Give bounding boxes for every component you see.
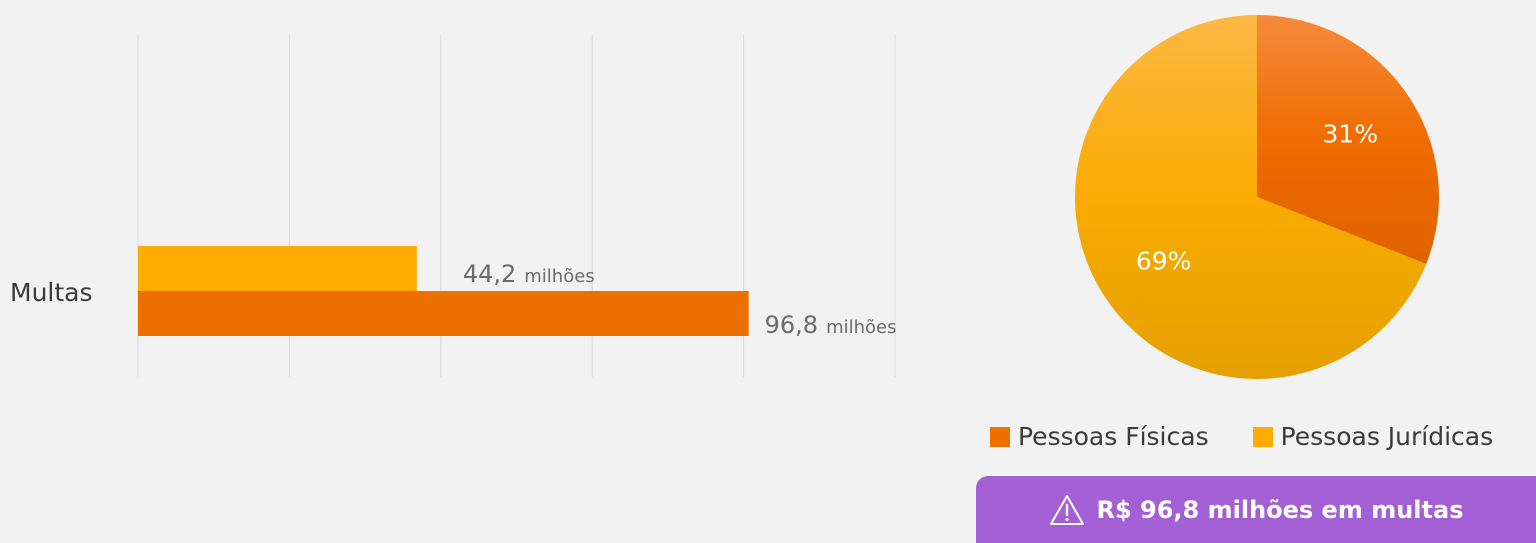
legend-label-pessoas-fisicas: Pessoas Físicas <box>1018 422 1209 451</box>
legend-item-pessoas-fisicas: Pessoas Físicas <box>990 422 1209 451</box>
pie-slices <box>1075 15 1439 380</box>
legend-item-pessoas-juridicas: Pessoas Jurídicas <box>1252 422 1494 451</box>
legend: Pessoas Físicas Pessoas Jurídicas <box>990 422 1493 451</box>
pie-label-pessoas-fisicas: 31% <box>1323 120 1379 149</box>
alert-text: R$ 96,8 milhões em multas <box>1096 495 1464 524</box>
bar-pessoas-juridicas <box>138 246 417 291</box>
pie-labels: 31% 69% <box>1136 120 1378 276</box>
bar-data-labels: 44,2 milhões 96,8 milhões <box>463 260 897 339</box>
legend-label-pessoas-juridicas: Pessoas Jurídicas <box>1280 422 1494 451</box>
legend-swatch-pessoas-juridicas <box>1252 426 1273 447</box>
pie-slice-pessoas-juridicas <box>1075 15 1427 380</box>
pie-chart: 31% 69% <box>1075 15 1439 380</box>
warning-icon <box>1049 494 1085 526</box>
bar-marks <box>138 246 749 336</box>
legend-swatch-pessoas-fisicas <box>990 426 1010 447</box>
data-label-pessoas-fisicas: 96,8 milhões <box>765 311 897 339</box>
category-label: Multas <box>10 278 93 307</box>
bar-pessoas-fisicas <box>138 291 749 336</box>
pie-label-pessoas-juridicas: 69% <box>1136 246 1192 275</box>
pie-slice-pessoas-fisicas <box>1257 15 1439 264</box>
alert-banner: R$ 96,8 milhões em multas <box>976 476 1536 543</box>
data-label-pessoas-juridicas: 44,2 milhões <box>463 260 595 288</box>
bar-chart: 44,2 milhões 96,8 milhões <box>137 35 897 377</box>
